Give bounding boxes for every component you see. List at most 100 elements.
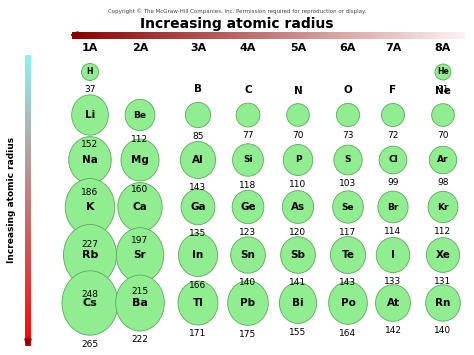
Bar	[25, 332, 31, 334]
Text: Rn: Rn	[435, 298, 451, 308]
Bar	[25, 70, 31, 71]
Bar	[25, 74, 31, 76]
Bar	[25, 229, 31, 231]
Bar	[25, 81, 31, 83]
Ellipse shape	[185, 102, 210, 127]
Text: 73: 73	[342, 131, 354, 140]
Bar	[271, 32, 273, 38]
Bar	[103, 32, 106, 38]
Bar	[229, 32, 232, 38]
Bar	[25, 65, 31, 67]
Bar	[25, 252, 31, 254]
Bar	[365, 32, 367, 38]
Bar	[25, 317, 31, 320]
Bar	[25, 300, 31, 302]
Text: C: C	[244, 85, 252, 95]
Bar	[25, 307, 31, 309]
Bar	[463, 32, 465, 38]
Bar	[25, 197, 31, 199]
Text: Na: Na	[82, 155, 98, 165]
Ellipse shape	[116, 228, 164, 282]
Bar	[268, 32, 271, 38]
Bar	[241, 32, 244, 38]
Bar	[261, 32, 263, 38]
Bar	[25, 238, 31, 240]
Bar	[25, 294, 31, 296]
Text: Se: Se	[342, 202, 354, 212]
Text: 110: 110	[289, 180, 307, 189]
Text: 133: 133	[384, 277, 401, 286]
Text: Bi: Bi	[292, 298, 304, 308]
Bar	[219, 32, 222, 38]
Ellipse shape	[65, 179, 115, 235]
Bar	[312, 32, 314, 38]
Bar	[121, 32, 124, 38]
Bar	[82, 32, 84, 38]
Bar	[25, 127, 31, 130]
Bar	[25, 141, 31, 142]
Bar	[306, 32, 308, 38]
Bar	[25, 143, 31, 146]
Text: 222: 222	[132, 335, 148, 344]
Text: Sb: Sb	[291, 250, 306, 260]
Text: 114: 114	[384, 227, 401, 236]
Bar	[221, 32, 224, 38]
Bar	[253, 32, 255, 38]
Text: Ar: Ar	[437, 155, 449, 164]
Bar	[25, 312, 31, 313]
Bar	[357, 32, 359, 38]
Bar	[25, 119, 31, 121]
Bar	[101, 32, 104, 38]
Bar	[282, 32, 285, 38]
Bar	[25, 339, 31, 341]
Bar	[218, 32, 220, 38]
Text: 215: 215	[131, 287, 148, 296]
Bar	[25, 265, 31, 267]
Bar	[25, 204, 31, 206]
Bar	[25, 267, 31, 269]
Bar	[298, 32, 301, 38]
Bar	[429, 32, 432, 38]
Bar	[25, 90, 31, 92]
Bar	[25, 59, 31, 61]
Bar	[25, 309, 31, 311]
Bar	[25, 104, 31, 106]
Bar	[329, 32, 332, 38]
Bar	[25, 275, 31, 277]
Text: Cl: Cl	[388, 155, 398, 164]
Bar	[25, 173, 31, 174]
Bar	[202, 32, 204, 38]
Bar	[339, 32, 342, 38]
Bar	[310, 32, 312, 38]
Text: 3A: 3A	[190, 43, 206, 53]
Bar	[25, 157, 31, 158]
Bar	[25, 181, 31, 183]
Bar	[25, 174, 31, 176]
Bar	[461, 32, 464, 38]
Bar	[25, 274, 31, 276]
Bar	[135, 32, 137, 38]
Ellipse shape	[287, 104, 310, 126]
Text: Cs: Cs	[82, 298, 97, 308]
Text: Ge: Ge	[240, 202, 256, 212]
Ellipse shape	[281, 237, 315, 273]
Text: Li: Li	[85, 110, 95, 120]
Bar	[91, 32, 94, 38]
Bar	[335, 32, 338, 38]
Bar	[25, 325, 31, 327]
Bar	[172, 32, 175, 38]
Bar	[25, 123, 31, 125]
Bar	[361, 32, 363, 38]
Text: 8A: 8A	[435, 43, 451, 53]
Bar	[25, 193, 31, 195]
Ellipse shape	[64, 224, 117, 285]
Bar	[88, 32, 90, 38]
Bar	[206, 32, 208, 38]
Bar	[25, 146, 31, 148]
Bar	[25, 175, 31, 177]
Bar	[25, 77, 31, 79]
Bar	[137, 32, 139, 38]
Bar	[25, 194, 31, 196]
Bar	[381, 32, 383, 38]
Bar	[25, 269, 31, 272]
